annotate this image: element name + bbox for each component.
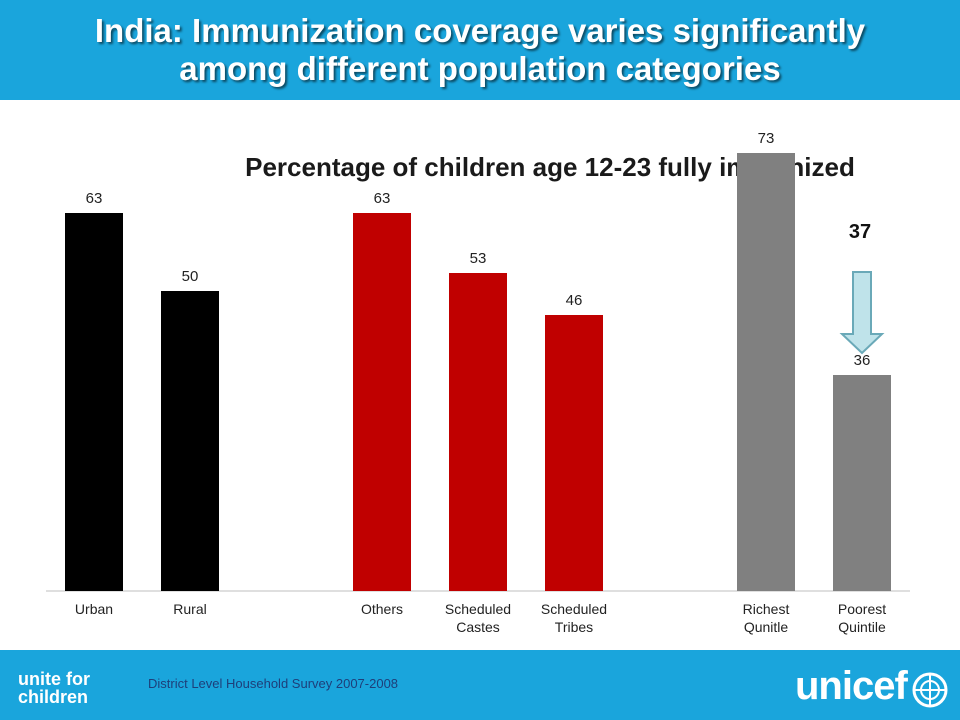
down-arrow-icon [839,271,885,355]
category-label: Urban [75,601,113,617]
unicef-logo: unicef [795,664,908,708]
data-label: 63 [86,190,103,207]
data-label: 53 [470,250,487,267]
category-label: Rural [173,601,206,617]
bar [833,375,891,591]
category-label: Poorest Quintile [838,601,886,635]
gap-annotation: 37 [849,221,871,243]
bar-chart: 63 Urban 50 Rural 63 Others 53 Scheduled Castes 4… [46,130,910,635]
bar [449,273,507,591]
globe-icon [912,672,948,708]
page-title: India: Immunization coverage varies sign… [94,12,866,87]
category-label: Scheduled Tribes [541,601,607,635]
bar [65,213,123,591]
data-label: 63 [374,190,391,207]
data-label: 46 [566,292,583,309]
data-label: 50 [182,268,199,285]
category-label: Scheduled Castes [445,601,511,635]
footer-bar [0,650,960,720]
category-label: Richest Qunitle [743,601,790,635]
bar [737,153,795,591]
tagline: unite for children [18,669,90,707]
data-label: 73 [758,130,775,147]
bar [161,291,219,591]
category-label: Others [361,601,403,617]
source-note: District Level Household Survey 2007-200… [148,676,399,691]
header-bar: India: Immunization coverage varies sign… [0,0,960,100]
data-label: 36 [854,352,871,369]
bar [353,213,411,591]
bar [545,315,603,591]
